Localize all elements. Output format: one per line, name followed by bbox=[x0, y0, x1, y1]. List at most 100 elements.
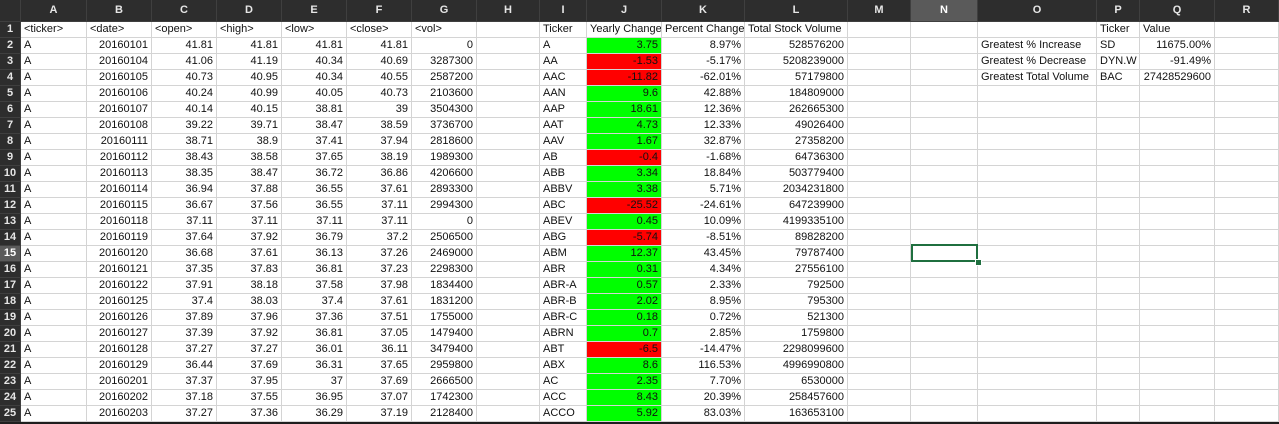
cell[interactable] bbox=[848, 294, 911, 310]
raw-data-cell[interactable]: 20160111 bbox=[87, 134, 152, 150]
raw-data-cell[interactable]: A bbox=[21, 86, 87, 102]
cell[interactable] bbox=[911, 326, 978, 342]
yearly-change-cell[interactable]: 12.37 bbox=[587, 246, 662, 262]
yearly-change-cell[interactable]: 8.43 bbox=[587, 390, 662, 406]
raw-data-cell[interactable]: 20160105 bbox=[87, 70, 152, 86]
cell[interactable] bbox=[1097, 310, 1140, 326]
column-header-k[interactable]: K bbox=[662, 0, 745, 22]
cell[interactable] bbox=[477, 38, 540, 54]
raw-data-cell[interactable]: 3504300 bbox=[412, 102, 477, 118]
raw-data-cell[interactable]: 37.19 bbox=[347, 406, 412, 422]
raw-data-cell[interactable]: A bbox=[21, 358, 87, 374]
summary-ticker-cell[interactable]: ABBV bbox=[540, 182, 587, 198]
row-header-8[interactable]: 8 bbox=[0, 134, 21, 150]
cell[interactable] bbox=[911, 22, 978, 38]
summary-ticker-cell[interactable]: ABX bbox=[540, 358, 587, 374]
raw-data-cell[interactable]: 36.72 bbox=[282, 166, 347, 182]
raw-data-cell[interactable]: 37.91 bbox=[152, 278, 217, 294]
raw-data-cell[interactable]: 36.29 bbox=[282, 406, 347, 422]
cell[interactable] bbox=[477, 102, 540, 118]
row-header-10[interactable]: 10 bbox=[0, 166, 21, 182]
cell[interactable] bbox=[848, 278, 911, 294]
cell[interactable] bbox=[1140, 326, 1215, 342]
raw-data-cell[interactable]: 38.9 bbox=[217, 134, 282, 150]
total-volume-cell[interactable]: 521300 bbox=[745, 310, 848, 326]
summary-ticker-cell[interactable]: AAN bbox=[540, 86, 587, 102]
raw-data-cell[interactable]: A bbox=[21, 134, 87, 150]
cell[interactable] bbox=[477, 262, 540, 278]
cell[interactable] bbox=[848, 70, 911, 86]
row-header-13[interactable]: 13 bbox=[0, 214, 21, 230]
cell[interactable] bbox=[848, 390, 911, 406]
total-volume-cell[interactable]: 792500 bbox=[745, 278, 848, 294]
cell[interactable] bbox=[1215, 166, 1279, 182]
total-volume-cell[interactable]: 503779400 bbox=[745, 166, 848, 182]
raw-data-cell[interactable]: 1479400 bbox=[412, 326, 477, 342]
cell[interactable] bbox=[477, 230, 540, 246]
row-header-4[interactable]: 4 bbox=[0, 70, 21, 86]
raw-data-cell[interactable]: 2959800 bbox=[412, 358, 477, 374]
summary-ticker-cell[interactable]: AC bbox=[540, 374, 587, 390]
cell[interactable] bbox=[978, 374, 1097, 390]
summary-header-cell[interactable]: Ticker bbox=[540, 22, 587, 38]
total-volume-cell[interactable]: 49026400 bbox=[745, 118, 848, 134]
cell[interactable] bbox=[848, 246, 911, 262]
raw-data-cell[interactable]: A bbox=[21, 310, 87, 326]
cell[interactable] bbox=[1140, 310, 1215, 326]
cell[interactable] bbox=[911, 374, 978, 390]
raw-data-cell[interactable]: 36.79 bbox=[282, 230, 347, 246]
cell[interactable] bbox=[477, 86, 540, 102]
raw-data-cell[interactable]: 37.41 bbox=[282, 134, 347, 150]
cell[interactable] bbox=[477, 134, 540, 150]
total-volume-cell[interactable]: 647239900 bbox=[745, 198, 848, 214]
cell[interactable] bbox=[1215, 86, 1279, 102]
cell[interactable] bbox=[848, 198, 911, 214]
cell[interactable] bbox=[978, 342, 1097, 358]
cell[interactable] bbox=[978, 198, 1097, 214]
summary-header-cell[interactable]: Total Stock Volume bbox=[745, 22, 848, 38]
raw-data-cell[interactable]: 41.81 bbox=[347, 38, 412, 54]
cell[interactable] bbox=[1215, 326, 1279, 342]
cell[interactable] bbox=[1140, 118, 1215, 134]
column-header-r[interactable]: R bbox=[1215, 0, 1279, 22]
raw-data-cell[interactable]: 40.99 bbox=[217, 86, 282, 102]
greatest-ticker-cell[interactable]: DYN.W bbox=[1097, 54, 1140, 70]
raw-data-cell[interactable]: 4206600 bbox=[412, 166, 477, 182]
raw-data-cell[interactable]: 38.58 bbox=[217, 150, 282, 166]
raw-data-cell[interactable]: 3287300 bbox=[412, 54, 477, 70]
percent-change-cell[interactable]: 0.72% bbox=[662, 310, 745, 326]
cell[interactable] bbox=[1140, 246, 1215, 262]
raw-data-cell[interactable]: 37.89 bbox=[152, 310, 217, 326]
raw-data-cell[interactable]: 20160107 bbox=[87, 102, 152, 118]
cell[interactable] bbox=[1097, 118, 1140, 134]
cell[interactable] bbox=[1097, 166, 1140, 182]
raw-data-cell[interactable]: 36.86 bbox=[347, 166, 412, 182]
raw-data-cell[interactable]: 40.95 bbox=[217, 70, 282, 86]
percent-change-cell[interactable]: 5.71% bbox=[662, 182, 745, 198]
cell[interactable] bbox=[1140, 358, 1215, 374]
yearly-change-cell[interactable]: 9.6 bbox=[587, 86, 662, 102]
cell[interactable] bbox=[1097, 102, 1140, 118]
row-header-20[interactable]: 20 bbox=[0, 326, 21, 342]
cell[interactable] bbox=[1140, 374, 1215, 390]
cell[interactable] bbox=[911, 182, 978, 198]
raw-data-cell[interactable]: 40.69 bbox=[347, 54, 412, 70]
raw-data-cell[interactable]: 37.92 bbox=[217, 326, 282, 342]
cell[interactable] bbox=[978, 262, 1097, 278]
cell[interactable] bbox=[978, 214, 1097, 230]
raw-data-cell[interactable]: A bbox=[21, 326, 87, 342]
cell[interactable] bbox=[911, 102, 978, 118]
raw-data-cell[interactable]: A bbox=[21, 294, 87, 310]
column-header-i[interactable]: I bbox=[540, 0, 587, 22]
percent-change-cell[interactable]: 8.97% bbox=[662, 38, 745, 54]
raw-data-cell[interactable]: 20160108 bbox=[87, 118, 152, 134]
cell[interactable] bbox=[911, 310, 978, 326]
raw-data-cell[interactable]: 20160119 bbox=[87, 230, 152, 246]
raw-data-cell[interactable]: 40.73 bbox=[152, 70, 217, 86]
raw-data-cell[interactable]: 20160104 bbox=[87, 54, 152, 70]
raw-data-cell[interactable]: 2103600 bbox=[412, 86, 477, 102]
raw-data-cell[interactable]: 3479400 bbox=[412, 342, 477, 358]
cell[interactable] bbox=[477, 374, 540, 390]
cell[interactable] bbox=[978, 166, 1097, 182]
total-volume-cell[interactable]: 57179800 bbox=[745, 70, 848, 86]
